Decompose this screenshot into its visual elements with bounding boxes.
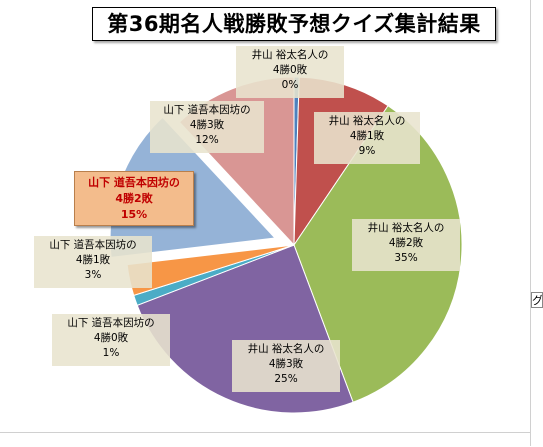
slice-label-line: 井山 裕太名人の bbox=[247, 343, 325, 355]
slice-percent: 35% bbox=[394, 252, 418, 264]
slice-percent: 9% bbox=[358, 145, 376, 157]
slice-percent: 1% bbox=[102, 347, 120, 359]
slice-label-4: 井山 裕太名人の 4勝3敗 25% bbox=[232, 340, 340, 392]
slice-label-3: 井山 裕太名人の 4勝2敗 35% bbox=[352, 219, 460, 271]
slice-label-6: 山下 道吾本因坊の 4勝1敗 3% bbox=[34, 236, 152, 288]
slice-label-line: 山下 道吾本因坊の bbox=[163, 104, 251, 116]
slice-label-line: 4勝0敗 bbox=[272, 64, 308, 76]
slice-label-line: 4勝0敗 bbox=[93, 332, 129, 344]
slice-label-7: 山下 道吾本因坊の 4勝2敗 15% bbox=[74, 171, 194, 226]
slice-label-line: 山下 道吾本因坊の bbox=[49, 239, 137, 251]
slice-label-5: 山下 道吾本因坊の 4勝0敗 1% bbox=[52, 314, 170, 366]
slice-label-line: 井山 裕太名人の bbox=[367, 222, 445, 234]
sheet-edge-bottom bbox=[0, 432, 530, 447]
slice-label-line: 4勝2敗 bbox=[388, 237, 424, 249]
chart-title: 第36期名人戦勝敗予想クイズ集計結果 bbox=[92, 7, 496, 41]
slice-label-line: 井山 裕太名人の bbox=[251, 49, 329, 61]
offscreen-text-fragment: グ bbox=[531, 292, 543, 308]
sheet-edge-right bbox=[530, 0, 543, 446]
slice-label-2: 井山 裕太名人の 4勝1敗 9% bbox=[314, 112, 420, 164]
slice-label-line: 4勝2敗 bbox=[115, 192, 153, 205]
slice-label-line: 4勝1敗 bbox=[349, 130, 385, 142]
slice-percent: 3% bbox=[84, 269, 102, 281]
slice-label-1: 井山 裕太名人の 4勝0敗 0% bbox=[236, 46, 344, 98]
slice-label-line: 井山 裕太名人の bbox=[328, 115, 406, 127]
slice-label-line: 4勝1敗 bbox=[75, 254, 111, 266]
slice-label-line: 山下 道吾本因坊の bbox=[67, 317, 155, 329]
slice-percent: 12% bbox=[195, 134, 219, 146]
slice-label-8: 山下 道吾本因坊の 4勝3敗 12% bbox=[150, 101, 264, 153]
slice-percent: 15% bbox=[120, 208, 148, 221]
slice-label-line: 4勝3敗 bbox=[189, 119, 225, 131]
slice-label-line: 4勝3敗 bbox=[268, 358, 304, 370]
slice-percent: 25% bbox=[274, 373, 298, 385]
slice-percent: 0% bbox=[281, 79, 299, 91]
slice-label-line: 山下 道吾本因坊の bbox=[88, 176, 180, 189]
chart-area: 第36期名人戦勝敗予想クイズ集計結果 井山 裕太名人の 4勝0敗 0% 井山 裕太名人… bbox=[34, 7, 496, 413]
